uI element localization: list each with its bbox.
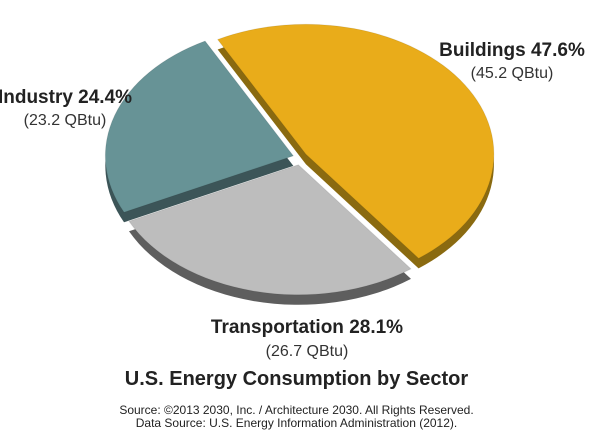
value-industry: (23.2 QBtu) [24, 112, 107, 129]
label-transportation: Transportation 28.1% [211, 317, 403, 338]
value-transportation: (26.7 QBtu) [266, 343, 349, 360]
pie-slice-industry [104, 40, 295, 213]
chart-title: U.S. Energy Consumption by Sector [124, 368, 469, 390]
label-buildings: Buildings 47.6% [439, 40, 585, 61]
data-source-credit: Data Source: U.S. Energy Information Adm… [135, 416, 458, 430]
pie-slice-buildings [216, 23, 495, 259]
source-credit: Source: ©2013 2030, Inc. / Architecture … [119, 403, 474, 417]
value-buildings: (45.2 QBtu) [471, 65, 554, 82]
pie-slice-transportation [128, 164, 412, 296]
label-industry: Industry 24.4% [0, 87, 132, 108]
pie-slice-tops [104, 23, 495, 296]
